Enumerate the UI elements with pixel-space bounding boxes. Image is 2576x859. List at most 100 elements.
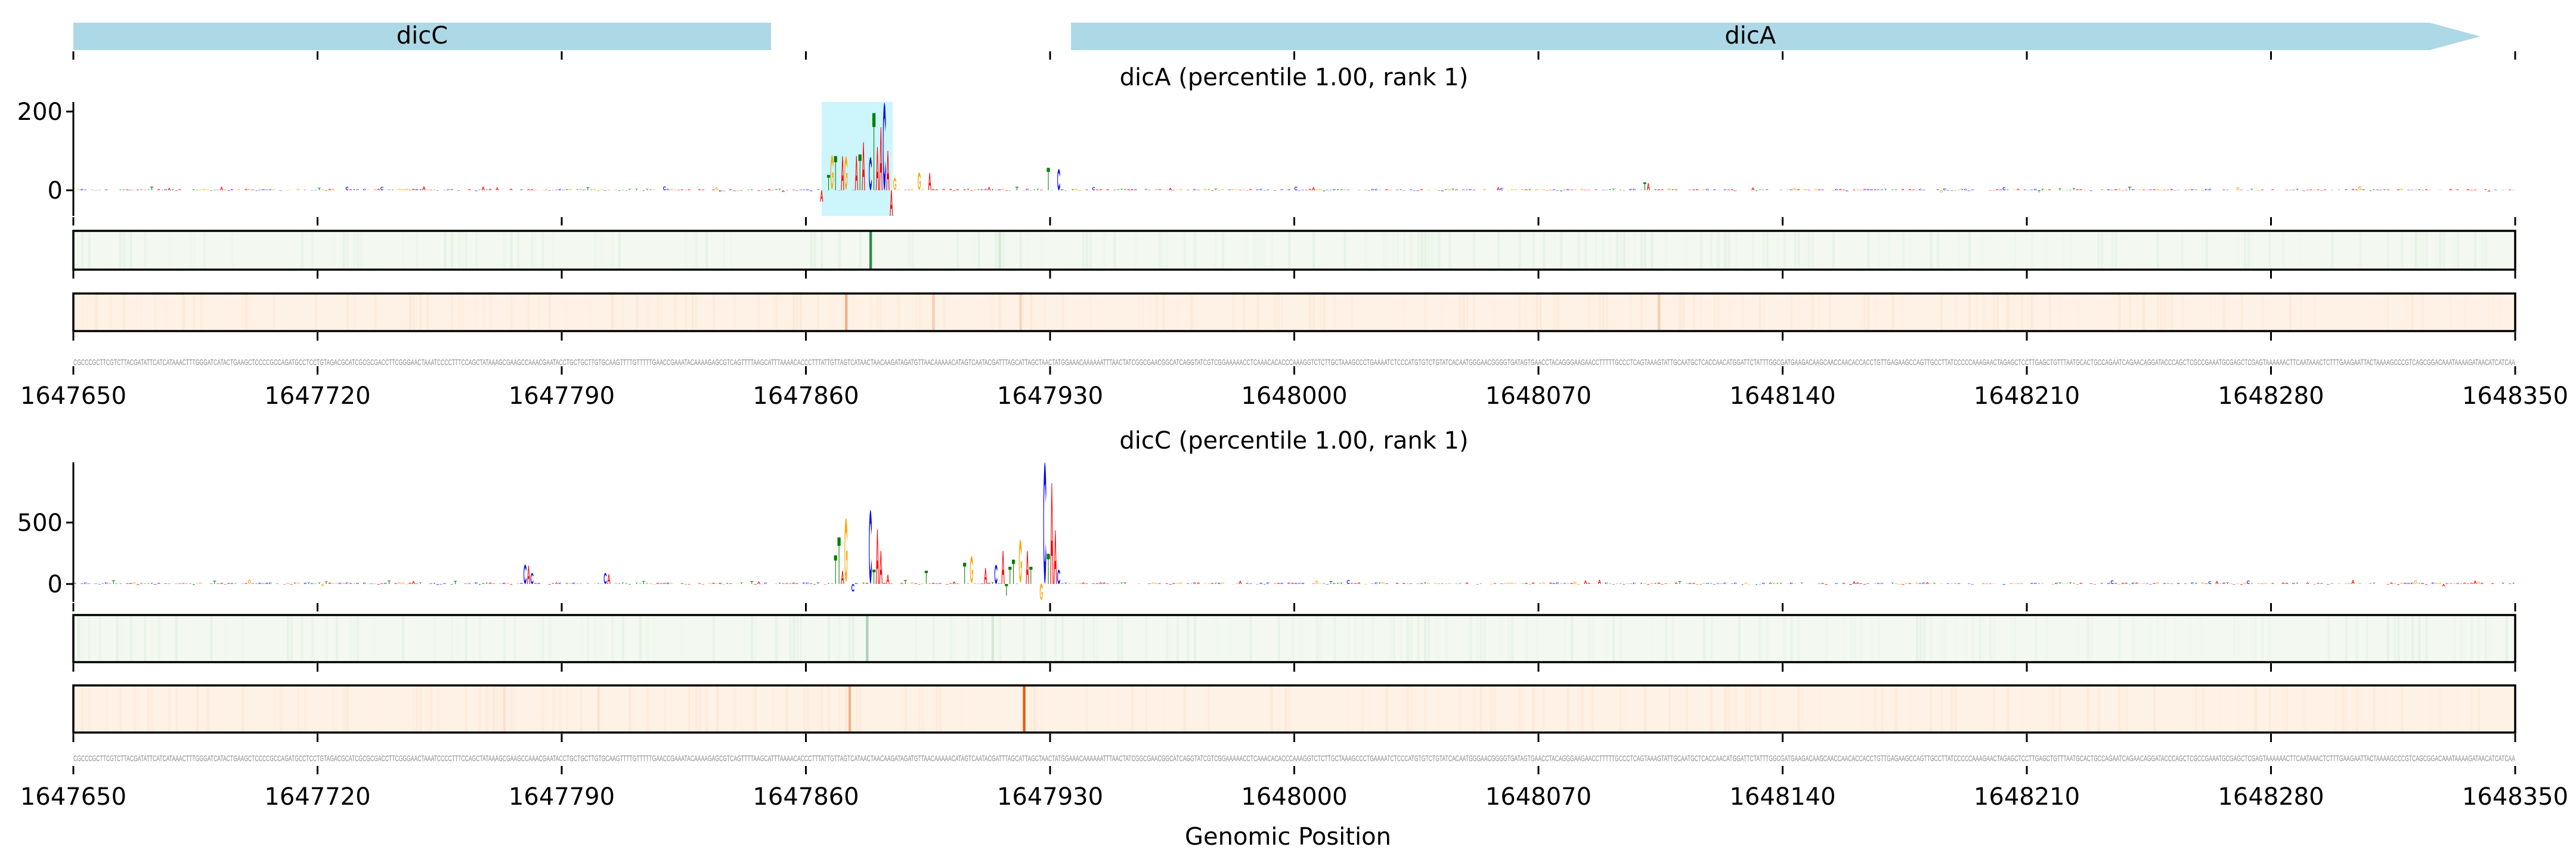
green-heatmap-cell bbox=[1298, 615, 1301, 662]
orange-heatmap-cell bbox=[1713, 293, 1717, 331]
logo-letter-A bbox=[1824, 584, 1828, 585]
x-tick-label: 1647790 bbox=[509, 382, 615, 410]
logo-letter-T bbox=[1891, 582, 1894, 584]
green-heatmap-cell bbox=[796, 615, 799, 662]
green-heatmap-cell bbox=[799, 615, 803, 662]
green-heatmap-cell bbox=[2198, 615, 2202, 662]
orange-heatmap-cell bbox=[1518, 293, 1521, 331]
orange-heatmap-cell bbox=[1232, 293, 1235, 331]
logo-letter-A bbox=[2355, 189, 2358, 190]
green-heatmap-cell bbox=[789, 615, 792, 662]
logo-letter-C bbox=[809, 583, 813, 584]
logo-letter-T bbox=[1528, 584, 1532, 585]
logo-letter-G bbox=[1535, 189, 1538, 190]
logo-letter-G bbox=[2243, 582, 2247, 584]
green-heatmap-cell bbox=[1347, 615, 1350, 662]
orange-heatmap-background bbox=[73, 685, 2515, 733]
logo-letter-T bbox=[2128, 584, 2132, 585]
orange-heatmap-cell bbox=[1668, 685, 1671, 733]
logo-letter-G bbox=[1154, 189, 1158, 190]
green-heatmap-cell bbox=[119, 231, 122, 270]
green-heatmap-cell bbox=[2243, 231, 2247, 270]
orange-heatmap-cell bbox=[461, 293, 464, 331]
orange-heatmap-cell bbox=[663, 685, 667, 733]
orange-heatmap-cell bbox=[2268, 293, 2271, 331]
green-heatmap-cell bbox=[1166, 615, 1169, 662]
logo-letter-C bbox=[537, 583, 541, 584]
orange-heatmap-cell bbox=[2181, 293, 2184, 331]
logo-letter-A bbox=[2508, 189, 2512, 190]
logo-letter-A bbox=[1095, 583, 1099, 584]
orange-heatmap-cell bbox=[646, 685, 649, 733]
green-heatmap-cell bbox=[2010, 231, 2013, 270]
logo-letter-T bbox=[1207, 189, 1210, 190]
orange-heatmap-cell bbox=[2076, 293, 2079, 331]
logo-letter-G bbox=[736, 583, 739, 584]
logo-letter-C bbox=[719, 190, 722, 192]
logo-letter-A bbox=[879, 551, 883, 584]
orange-heatmap-cell bbox=[2470, 685, 2473, 733]
logo-letter-C bbox=[729, 583, 733, 584]
orange-heatmap-cell bbox=[1040, 293, 1044, 331]
green-heatmap-cell bbox=[2237, 231, 2240, 270]
logo-letter-C bbox=[87, 583, 91, 584]
logo-letter-C bbox=[2292, 583, 2295, 584]
orange-heatmap-cell bbox=[304, 685, 307, 733]
logo-letter-T bbox=[813, 584, 816, 585]
green-heatmap-cell bbox=[1082, 615, 1085, 662]
logo-letter-A bbox=[1569, 583, 1574, 584]
orange-heatmap-cell bbox=[412, 293, 416, 331]
orange-heatmap-cell bbox=[342, 685, 346, 733]
green-heatmap-cell bbox=[548, 615, 552, 662]
logo-letter-T bbox=[2417, 189, 2421, 190]
orange-heatmap-cell bbox=[1543, 685, 1546, 733]
logo-letter-A bbox=[687, 189, 691, 190]
orange-heatmap-cell bbox=[1287, 685, 1291, 733]
logo-letter-C bbox=[1367, 190, 1371, 191]
logo-letter-T bbox=[924, 570, 928, 584]
logo-letter-G bbox=[1915, 582, 1919, 584]
logo-letter-A bbox=[1594, 189, 1598, 190]
logo-letter-G bbox=[921, 583, 925, 584]
logo-letter-C bbox=[1026, 189, 1029, 190]
logo-letter-A bbox=[1497, 187, 1500, 190]
logo-letter-A bbox=[2351, 189, 2355, 190]
logo-letter-A bbox=[2397, 189, 2400, 190]
green-heatmap-cell bbox=[129, 615, 133, 662]
logo-letter-C bbox=[663, 186, 666, 190]
orange-heatmap-cell bbox=[1679, 293, 1682, 331]
orange-heatmap-cell bbox=[168, 685, 171, 733]
green-heatmap-cell bbox=[144, 615, 147, 662]
logo-letter-A bbox=[1852, 581, 1856, 584]
green-heatmap-cell bbox=[116, 615, 119, 662]
green-heatmap-cell bbox=[1528, 231, 1532, 270]
orange-heatmap-cell bbox=[1141, 293, 1144, 331]
orange-heatmap-cell bbox=[821, 293, 823, 331]
green-heatmap-cell bbox=[611, 231, 614, 270]
orange-heatmap-cell bbox=[1368, 685, 1371, 733]
logo-letter-A bbox=[900, 582, 904, 584]
orange-heatmap-cell bbox=[273, 293, 276, 331]
logo-letter-A bbox=[1873, 189, 1877, 190]
green-heatmap-cell bbox=[587, 615, 590, 662]
orange-heatmap-cell bbox=[1504, 685, 1507, 733]
logo-letter-C bbox=[520, 583, 524, 584]
green-heatmap-cell bbox=[2114, 231, 2117, 270]
orange-heatmap-cell bbox=[2007, 293, 2010, 331]
logo-letter-A bbox=[767, 189, 771, 190]
green-heatmap-cell bbox=[1783, 615, 1787, 662]
orange-heatmap-cell bbox=[1734, 685, 1738, 733]
logo-letter-C bbox=[1371, 583, 1374, 584]
logo-letter-G bbox=[237, 189, 241, 190]
logo-letter-C bbox=[436, 190, 439, 191]
orange-heatmap-cell bbox=[1532, 685, 1535, 733]
orange-heatmap-cell bbox=[580, 685, 583, 733]
orange-heatmap-cell bbox=[2118, 685, 2121, 733]
green-heatmap-cell bbox=[1427, 615, 1431, 662]
green-heatmap-cell bbox=[859, 231, 862, 270]
green-heatmap-cell bbox=[1019, 231, 1022, 270]
logo-letter-G bbox=[1542, 582, 1546, 584]
x-tick-label: 1648070 bbox=[1485, 783, 1592, 811]
logo-letter-T bbox=[140, 189, 143, 190]
green-heatmap-cell bbox=[827, 615, 831, 662]
